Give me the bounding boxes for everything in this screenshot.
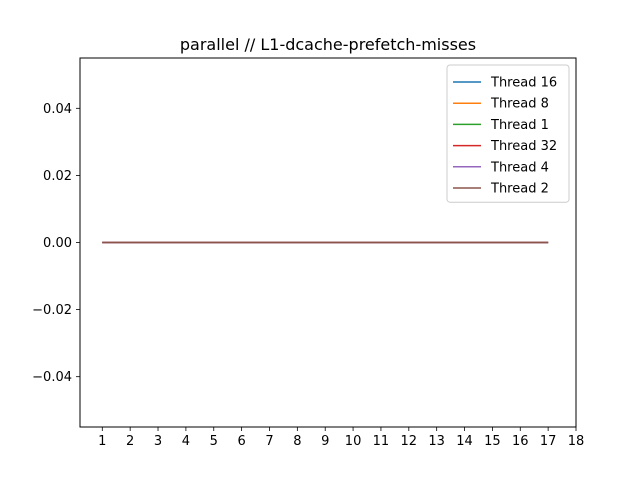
x-tick-label: 9 <box>321 434 329 449</box>
y-tick-label: 0.04 <box>43 102 72 117</box>
x-tick-label: 17 <box>540 434 557 449</box>
legend-box <box>446 64 570 203</box>
plot-area-frame <box>79 57 577 428</box>
x-tick-label: 4 <box>182 434 190 449</box>
legend-label-3: Thread 32 <box>490 139 557 154</box>
legend-label-4: Thread 4 <box>490 160 549 175</box>
x-tick-label: 6 <box>237 434 245 449</box>
legend: Thread 16 Thread 8 Thread 1 Thread 32 Thread… <box>446 64 570 203</box>
y-tick-label: 0.00 <box>43 236 72 251</box>
x-tick-label: 1 <box>98 434 106 449</box>
x-tick-label: 7 <box>265 434 273 449</box>
y-axis: −0.04 −0.02 0.00 0.02 0.04 <box>32 102 80 385</box>
x-tick-label: 5 <box>210 434 218 449</box>
x-tick-label: 8 <box>293 434 301 449</box>
y-tick-label: 0.02 <box>43 169 72 184</box>
legend-label-0: Thread 16 <box>490 76 557 91</box>
legend-label-5: Thread 2 <box>490 182 549 197</box>
x-axis: 1 2 3 4 5 6 7 8 9 10 11 12 13 14 15 16 17 18 <box>98 427 584 449</box>
y-tick-label: −0.04 <box>32 370 72 385</box>
x-tick-label: 11 <box>373 434 390 449</box>
x-tick-label: 10 <box>345 434 362 449</box>
chart-title: parallel // L1-dcache-prefetch-misses <box>180 35 476 54</box>
legend-label-2: Thread 1 <box>490 118 549 133</box>
x-tick-label: 18 <box>568 434 585 449</box>
x-tick-label: 12 <box>401 434 418 449</box>
x-tick-label: 2 <box>126 434 134 449</box>
legend-label-1: Thread 8 <box>490 97 549 112</box>
x-tick-label: 14 <box>456 434 473 449</box>
y-tick-label: −0.02 <box>32 303 72 318</box>
x-tick-label: 15 <box>484 434 501 449</box>
x-tick-label: 16 <box>512 434 529 449</box>
x-tick-label: 3 <box>154 434 162 449</box>
x-tick-label: 13 <box>428 434 445 449</box>
